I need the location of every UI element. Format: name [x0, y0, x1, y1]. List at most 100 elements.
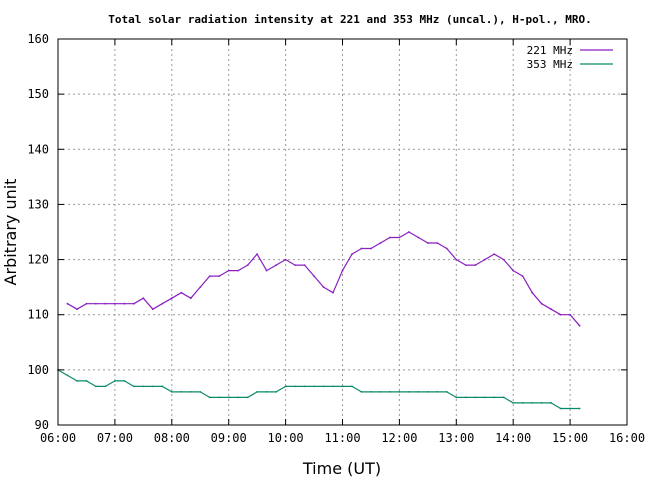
data-point [180, 391, 183, 393]
data-point [408, 391, 410, 393]
data-point [474, 264, 477, 266]
data-point [76, 380, 78, 382]
data-point [569, 313, 571, 316]
data-point [123, 302, 126, 305]
data-point [540, 302, 543, 305]
data-point [502, 258, 505, 261]
data-point [133, 302, 135, 305]
data-point [398, 236, 401, 239]
data-point [360, 247, 363, 250]
data-point [455, 396, 458, 399]
data-point [189, 297, 192, 300]
x-tick-label: 06:00 [40, 431, 76, 445]
data-point [85, 302, 88, 305]
data-point [313, 385, 315, 388]
plot-frame [57, 38, 628, 426]
data-point [578, 407, 581, 410]
data-point [208, 396, 211, 399]
data-point [408, 231, 410, 233]
data-point [332, 385, 334, 388]
data-point [370, 391, 372, 393]
data-point [114, 302, 116, 305]
data-point [284, 258, 287, 261]
data-point [322, 286, 325, 288]
data-point [436, 391, 439, 393]
data-point [256, 391, 258, 393]
data-point [294, 264, 296, 266]
y-tick-label: 130 [27, 197, 49, 211]
y-tick-label: 150 [27, 87, 49, 101]
data-point [436, 242, 439, 244]
data-point [427, 242, 429, 244]
data-point [303, 385, 306, 388]
x-tick-label: 11:00 [324, 431, 360, 445]
data-point [360, 391, 363, 393]
series-line [67, 231, 581, 327]
data-point [66, 374, 69, 377]
data-point [417, 236, 420, 239]
data-point [341, 385, 344, 388]
data-point [275, 391, 277, 393]
y-tick-label: 140 [27, 142, 49, 156]
data-point [313, 275, 315, 277]
data-point [559, 313, 562, 316]
data-point [398, 391, 401, 393]
x-tick-label: 16:00 [609, 431, 645, 445]
data-point [161, 385, 164, 388]
data-point [95, 385, 97, 388]
data-point [483, 396, 486, 399]
x-tick-label: 15:00 [552, 431, 588, 445]
data-point [151, 385, 154, 388]
data-point [502, 396, 505, 399]
y-tick-label: 120 [27, 253, 49, 267]
data-point [246, 264, 249, 266]
data-point [464, 396, 467, 399]
data-point [227, 269, 230, 272]
data-point [464, 264, 467, 266]
data-point [303, 264, 306, 266]
data-point [578, 324, 581, 327]
data-point [284, 385, 287, 388]
legend-label: 221 MHz [527, 44, 573, 57]
data-point [427, 391, 429, 393]
x-tick-label: 08:00 [154, 431, 190, 445]
data-point [123, 380, 126, 382]
data-point [180, 291, 183, 294]
data-point [218, 275, 221, 277]
data-point [332, 291, 334, 294]
data-point [569, 407, 571, 410]
data-point [104, 302, 107, 305]
data-point [170, 297, 173, 300]
y-tick-label: 90 [35, 418, 49, 432]
data-point [208, 275, 211, 277]
data-point [133, 385, 135, 388]
data-point [531, 291, 534, 294]
data-point [474, 396, 477, 399]
data-point [550, 402, 552, 404]
series-lines [57, 231, 581, 410]
y-axis-label: Arbitrary unit [1, 179, 20, 286]
data-point [389, 236, 391, 239]
data-point [142, 385, 145, 388]
data-point [351, 253, 353, 256]
data-point [95, 302, 97, 305]
data-point [341, 269, 344, 272]
data-point [227, 396, 230, 399]
data-point [521, 275, 524, 277]
data-point [265, 269, 268, 272]
data-point [199, 286, 202, 288]
data-point [512, 269, 515, 272]
data-point [351, 385, 353, 388]
data-point [237, 396, 240, 399]
y-tick-label: 160 [27, 32, 49, 46]
data-point [521, 402, 524, 404]
data-point [246, 396, 249, 399]
data-point [550, 308, 552, 311]
data-point [379, 242, 382, 244]
data-point [512, 402, 515, 404]
y-tick-label: 110 [27, 308, 49, 322]
x-tick-label: 10:00 [268, 431, 304, 445]
series-line [57, 369, 580, 410]
grid-lines [58, 39, 627, 425]
